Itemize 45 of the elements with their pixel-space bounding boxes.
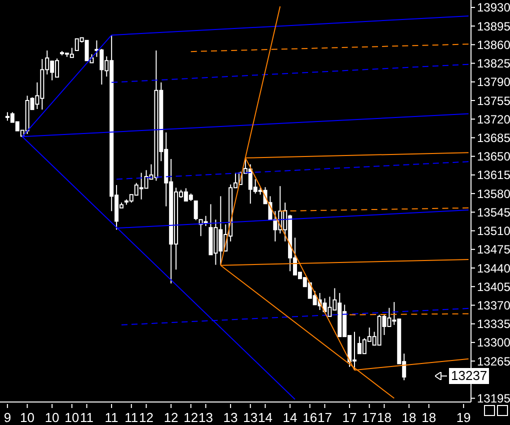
y-tick-label: 13755 (477, 94, 510, 108)
y-tick-label: 13475 (477, 242, 510, 257)
x-tick-label: 17 (342, 410, 357, 425)
x-tick-label: 11 (80, 410, 94, 425)
y-tick-label: 13545 (477, 205, 510, 220)
x-tick-label: 11 (104, 410, 118, 425)
x-tick-label: 12 (184, 410, 198, 425)
y-tick-label: 13930 (477, 0, 510, 15)
x-tick-label: 10 (44, 410, 60, 425)
annotation: 13237 (449, 368, 490, 384)
x-tick-label: 13 (223, 410, 238, 425)
x-tick-label: 10 (64, 410, 80, 425)
x-tick-label: 13 (243, 410, 258, 425)
x-tick-label: 17 (318, 410, 332, 425)
x-tick-label: 13 (198, 410, 213, 425)
y-tick-label: 13405 (477, 280, 510, 294)
y-tick-label: 13580 (477, 186, 510, 201)
y-tick-label: 13685 (477, 130, 510, 145)
y-tick-label: 13895 (477, 19, 510, 34)
y-tick-label: 13720 (477, 112, 510, 126)
x-tick-label: 10 (20, 410, 35, 425)
x-tick-label: 12 (164, 410, 178, 425)
y-tick-label: 13650 (477, 150, 510, 164)
y-tick-label: 13860 (477, 38, 510, 52)
x-tick-label: 18 (422, 410, 436, 425)
y-tick-label: 13300 (477, 336, 510, 350)
y-tick-label: 13195 (477, 392, 510, 406)
y-tick-label: 13335 (477, 317, 510, 332)
x-tick-label: 16 (302, 410, 318, 425)
y-tick-label: 13510 (477, 224, 510, 238)
x-tick-label: 18 (402, 410, 416, 425)
x-tick-label: 14 (258, 410, 272, 425)
x-tick-label: 19 (456, 410, 471, 425)
y-tick-label: 13825 (477, 56, 510, 71)
x-tick-label: 14 (282, 410, 298, 425)
x-tick-label: 12 (139, 410, 154, 425)
y-tick-label: 13370 (477, 298, 510, 312)
y-tick-label: 13440 (477, 261, 510, 276)
y-tick-label: 13790 (477, 75, 510, 90)
x-tick-label: 17 (362, 410, 377, 425)
x-tick-label: 18 (377, 410, 392, 425)
y-tick-label: 13615 (477, 168, 510, 182)
y-tick-label: 13265 (477, 354, 510, 368)
x-tick-label: 11 (124, 410, 138, 425)
x-tick-label: 9 (4, 410, 12, 425)
